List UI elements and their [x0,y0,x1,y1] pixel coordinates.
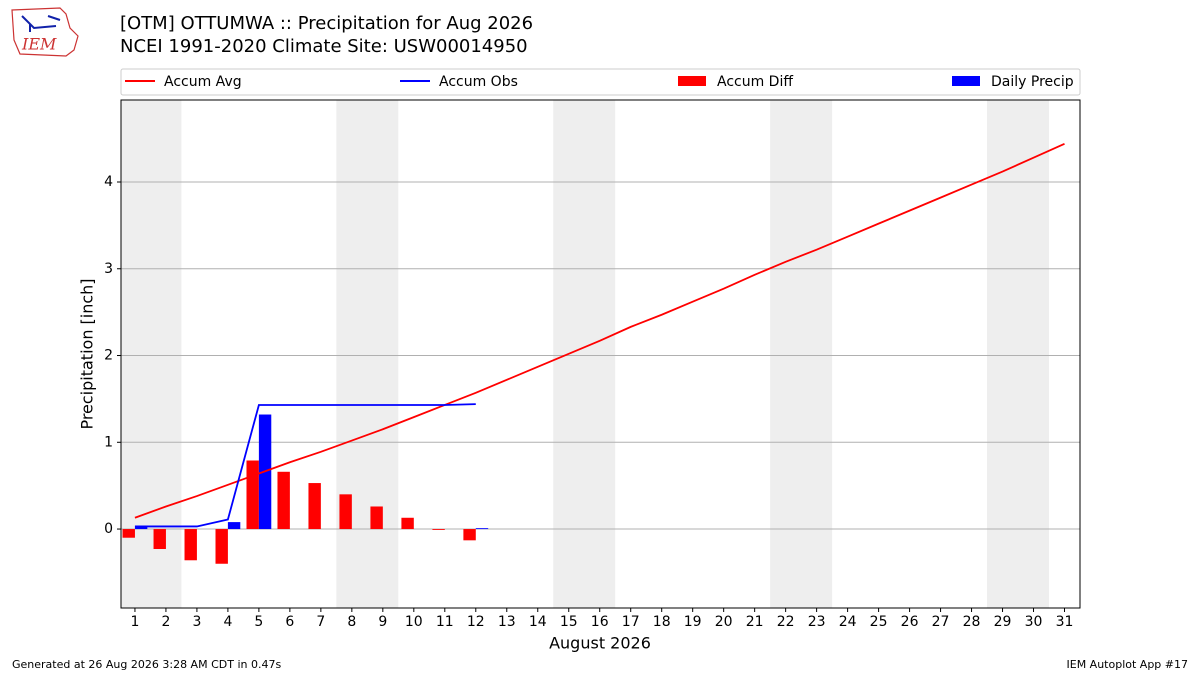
weekend-shade [121,100,182,608]
bar [122,529,135,538]
x-tick-label: 4 [223,614,232,630]
x-tick-label: 8 [347,614,356,630]
x-tick-label: 28 [963,614,981,630]
chart-title: [OTM] OTTUMWA :: Precipitation for Aug 2… [120,13,533,34]
legend-label: Accum Diff [717,74,793,90]
legend-label: Accum Obs [439,74,518,90]
x-tick-label: 6 [285,614,294,630]
legend-swatch [952,76,980,86]
bar [475,528,489,530]
x-tick-label: 3 [192,614,201,630]
bar [227,522,241,530]
x-tick-label: 23 [808,614,826,630]
line [134,142,1065,519]
x-tick-label: 30 [1025,614,1043,630]
x-tick-label: 20 [715,614,733,630]
y-tick-label: 2 [104,348,113,364]
plot-frame [120,99,1081,609]
legend-box [120,68,1081,96]
x-tick-label: 13 [498,614,516,630]
bar [370,506,383,530]
bar [277,471,290,530]
line [134,403,476,528]
footer-left: Generated at 26 Aug 2026 3:28 AM CDT in … [12,658,281,671]
chart-subtitle: NCEI 1991-2020 Climate Site: USW00014950 [120,36,528,57]
x-axis-label: August 2026 [549,634,651,653]
x-tick-label: 2 [161,614,170,630]
x-tick-label: 10 [405,614,423,630]
x-tick-label: 26 [901,614,919,630]
y-tick-label: 1 [104,434,113,450]
weekend-shade [336,100,399,608]
x-tick-label: 1 [130,614,139,630]
x-tick-label: 11 [436,614,454,630]
x-tick-label: 25 [870,614,888,630]
x-tick-label: 29 [994,614,1012,630]
x-tick-label: 14 [529,614,547,630]
y-tick-label: 3 [104,261,113,277]
bar [153,529,166,550]
logo-text: IEM [21,35,57,54]
legend-swatch [678,76,706,86]
bar [463,529,476,541]
x-tick-label: 17 [622,614,640,630]
x-tick-label: 15 [560,614,578,630]
weekend-shade [987,100,1050,608]
bar [308,483,321,530]
bar [134,526,148,530]
x-tick-label: 16 [591,614,609,630]
bar [246,460,259,530]
logo: IEM [11,7,79,57]
logo-outline [11,7,79,57]
bar [215,529,228,564]
bar [184,529,197,561]
x-tick-label: 7 [316,614,325,630]
x-tick-label: 24 [839,614,857,630]
x-tick-label: 18 [653,614,671,630]
bar [432,529,445,530]
x-tick-label: 12 [467,614,485,630]
footer-right: IEM Autoplot App #17 [1067,658,1189,671]
x-tick-label: 19 [684,614,702,630]
x-tick-label: 31 [1056,614,1074,630]
y-axis-label: Precipitation [inch] [78,278,97,429]
x-tick-label: 21 [746,614,764,630]
logo-icon [21,15,61,32]
x-tick-label: 5 [254,614,263,630]
x-tick-label: 27 [932,614,950,630]
legend-label: Accum Avg [164,74,242,90]
bar [339,494,352,530]
weekend-shade [553,100,616,608]
weekend-shade [770,100,833,608]
x-tick-label: 9 [378,614,387,630]
y-tick-label: 4 [104,174,113,190]
bar [401,517,414,530]
legend-label: Daily Precip [991,74,1074,90]
y-tick-label: 0 [104,521,113,537]
x-tick-label: 22 [777,614,795,630]
